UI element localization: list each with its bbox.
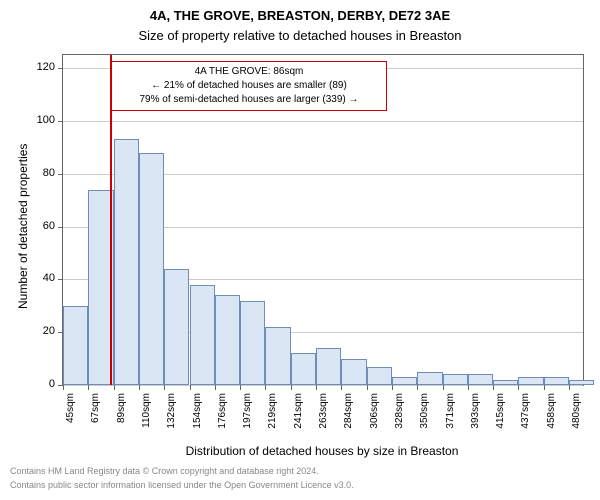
y-gridline: [63, 121, 583, 122]
histogram-bar: [367, 367, 392, 385]
y-axis-label: Number of detached properties: [16, 144, 30, 309]
x-tick: [392, 385, 393, 390]
x-tick-label: 284sqm: [343, 393, 354, 443]
x-axis-label: Distribution of detached houses by size …: [62, 444, 582, 458]
x-tick: [164, 385, 165, 390]
x-tick: [569, 385, 570, 390]
histogram-bar: [190, 285, 215, 385]
x-tick: [63, 385, 64, 390]
x-tick-label: 306sqm: [369, 393, 380, 443]
x-tick-label: 110sqm: [141, 393, 152, 443]
y-tick-label: 0: [25, 378, 55, 390]
y-gridline: [63, 385, 583, 386]
histogram-bar: [240, 301, 265, 385]
histogram-bar: [63, 306, 88, 385]
x-tick: [443, 385, 444, 390]
x-tick: [190, 385, 191, 390]
x-tick-label: 415sqm: [495, 393, 506, 443]
x-tick-label: 437sqm: [520, 393, 531, 443]
histogram-bar: [215, 295, 240, 385]
histogram-bar: [341, 359, 366, 385]
y-tick: [58, 121, 63, 122]
histogram-bar: [291, 353, 316, 385]
x-tick-label: 45sqm: [65, 393, 76, 443]
footer-line1: Contains HM Land Registry data © Crown c…: [10, 466, 319, 476]
x-tick: [265, 385, 266, 390]
x-tick: [114, 385, 115, 390]
histogram-bar: [518, 377, 543, 385]
chart-title-line1: 4A, THE GROVE, BREASTON, DERBY, DE72 3AE: [0, 8, 600, 23]
footer-line2: Contains public sector information licen…: [10, 480, 354, 490]
x-tick-label: 393sqm: [470, 393, 481, 443]
x-tick-label: 132sqm: [166, 393, 177, 443]
x-tick-label: 371sqm: [445, 393, 456, 443]
histogram-bar: [417, 372, 442, 385]
histogram-bar: [493, 380, 518, 385]
x-tick: [291, 385, 292, 390]
x-tick: [240, 385, 241, 390]
histogram-bar: [468, 374, 493, 385]
histogram-bar: [164, 269, 189, 385]
x-tick-label: 67sqm: [90, 393, 101, 443]
histogram-bar: [569, 380, 594, 385]
y-tick: [58, 174, 63, 175]
annotation-line: ← 21% of detached houses are smaller (89…: [118, 79, 380, 93]
x-tick-label: 89sqm: [116, 393, 127, 443]
x-tick-label: 241sqm: [293, 393, 304, 443]
x-tick-label: 458sqm: [546, 393, 557, 443]
histogram-bar: [265, 327, 290, 385]
histogram-bar: [392, 377, 417, 385]
x-tick: [367, 385, 368, 390]
x-tick-label: 197sqm: [242, 393, 253, 443]
annotation-line: 79% of semi-detached houses are larger (…: [118, 93, 380, 107]
chart-title-line2: Size of property relative to detached ho…: [0, 28, 600, 43]
y-tick-label: 20: [25, 325, 55, 337]
y-tick-label: 120: [25, 61, 55, 73]
histogram-bar: [443, 374, 468, 385]
x-tick-label: 219sqm: [267, 393, 278, 443]
x-tick-label: 480sqm: [571, 393, 582, 443]
x-tick: [215, 385, 216, 390]
y-tick: [58, 68, 63, 69]
x-tick: [88, 385, 89, 390]
y-tick: [58, 227, 63, 228]
x-tick: [417, 385, 418, 390]
x-tick: [544, 385, 545, 390]
x-tick: [468, 385, 469, 390]
x-tick-label: 263sqm: [318, 393, 329, 443]
x-tick: [518, 385, 519, 390]
histogram-bar: [544, 377, 569, 385]
x-tick: [341, 385, 342, 390]
histogram-bar: [114, 139, 139, 385]
y-tick-label: 100: [25, 114, 55, 126]
y-tick: [58, 279, 63, 280]
x-tick-label: 350sqm: [419, 393, 430, 443]
x-tick-label: 176sqm: [217, 393, 228, 443]
plot-area: 02040608010012045sqm67sqm89sqm110sqm132s…: [62, 54, 584, 386]
histogram-bar: [139, 153, 164, 385]
x-tick-label: 154sqm: [192, 393, 203, 443]
annotation-box: 4A THE GROVE: 86sqm← 21% of detached hou…: [111, 61, 387, 111]
x-tick: [316, 385, 317, 390]
annotation-line: 4A THE GROVE: 86sqm: [118, 65, 380, 79]
x-tick-label: 328sqm: [394, 393, 405, 443]
x-tick: [493, 385, 494, 390]
x-tick: [139, 385, 140, 390]
histogram-bar: [316, 348, 341, 385]
